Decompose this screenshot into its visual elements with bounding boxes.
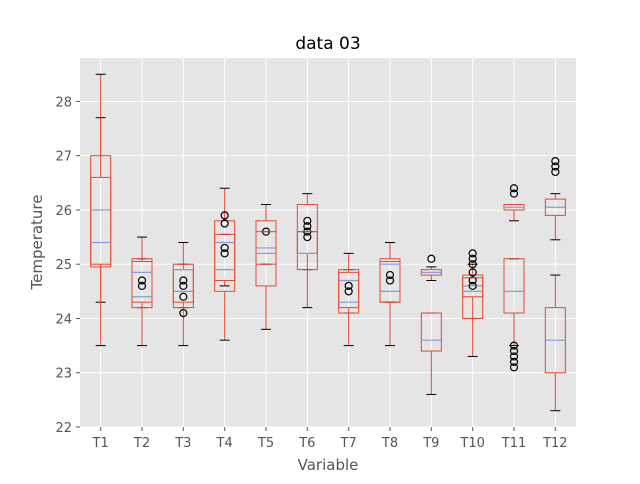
x-axis-label: Variable xyxy=(298,456,359,474)
box-outlier xyxy=(179,276,188,285)
box-outlier xyxy=(220,211,229,220)
box-outlier xyxy=(303,216,312,225)
box-outlier xyxy=(385,270,395,280)
box-iqr xyxy=(462,277,484,319)
box-outlier xyxy=(220,249,229,258)
box-iqr xyxy=(131,258,153,309)
x-tick-label: T9 xyxy=(422,436,439,451)
box-outlier xyxy=(468,260,477,269)
box-iqr xyxy=(214,233,236,292)
box-outlier xyxy=(303,222,312,231)
box-outlier xyxy=(179,292,188,301)
y-tick-label: 27 xyxy=(55,150,72,165)
box-outlier xyxy=(427,254,436,263)
y-axis-label: Temperature xyxy=(28,194,46,290)
x-tick-label: T12 xyxy=(542,436,567,451)
y-tick-label: 22 xyxy=(55,421,72,436)
box-iqr xyxy=(255,231,277,287)
plot-background xyxy=(80,58,576,427)
box-iqr xyxy=(172,263,194,309)
marks-layer xyxy=(90,73,566,412)
box-outlier xyxy=(468,268,477,277)
y-tick-label: 28 xyxy=(55,95,72,110)
box-outlier xyxy=(468,276,477,285)
box-outlier xyxy=(137,276,147,285)
x-tick-label: T5 xyxy=(257,436,274,451)
box-outlier xyxy=(220,219,229,228)
box-outlier xyxy=(179,281,188,291)
box-outlier xyxy=(551,162,560,171)
y-tick-label: 24 xyxy=(55,312,72,327)
box-outlier xyxy=(137,281,147,291)
box-outlier xyxy=(509,189,519,198)
x-tick-label: T11 xyxy=(501,436,526,451)
box-outlier xyxy=(468,254,477,263)
x-tick-label: T10 xyxy=(459,436,484,451)
box-outlier xyxy=(468,281,477,291)
x-tick-label: T6 xyxy=(298,436,315,451)
y-tick-label: 23 xyxy=(55,367,72,382)
box-iqr xyxy=(338,269,360,314)
box-outlier xyxy=(468,249,477,258)
y-tick-label: 26 xyxy=(55,204,72,219)
box-outlier xyxy=(509,363,519,372)
box-outlier xyxy=(509,184,519,193)
box-outlier xyxy=(179,308,188,318)
x-tick-label: T4 xyxy=(216,436,233,451)
box-outlier xyxy=(509,346,519,356)
axis-layer: 22 23 24 25 26 27 28 T1 T2 T3 T4 T5 T6 T7 T8 T9 T10 T11 T1… xyxy=(55,95,567,451)
box-outlier xyxy=(509,352,519,361)
box-iqr xyxy=(503,258,525,314)
box-outlier xyxy=(303,232,312,242)
box-iqr xyxy=(420,312,442,352)
chart-title: data 03 xyxy=(295,34,360,54)
box-outlier xyxy=(509,357,519,366)
x-tick-label: T2 xyxy=(133,436,150,451)
box-outlier xyxy=(344,281,353,291)
box-outlier xyxy=(220,243,229,253)
y-tick-label: 25 xyxy=(55,258,72,273)
box-iqr xyxy=(296,231,318,271)
box-outlier xyxy=(551,167,560,177)
box-outlier xyxy=(344,287,353,296)
box-iqr xyxy=(90,176,112,265)
box-outlier xyxy=(509,341,519,350)
x-tick-label: T8 xyxy=(381,436,398,451)
grid-layer xyxy=(80,58,576,428)
x-tick-label: T3 xyxy=(174,436,191,451)
x-tick-label: T7 xyxy=(340,436,357,451)
box-outlier xyxy=(551,157,560,166)
x-tick-label: T1 xyxy=(92,436,109,451)
box-outlier xyxy=(385,276,395,285)
box-iqr xyxy=(379,260,401,303)
